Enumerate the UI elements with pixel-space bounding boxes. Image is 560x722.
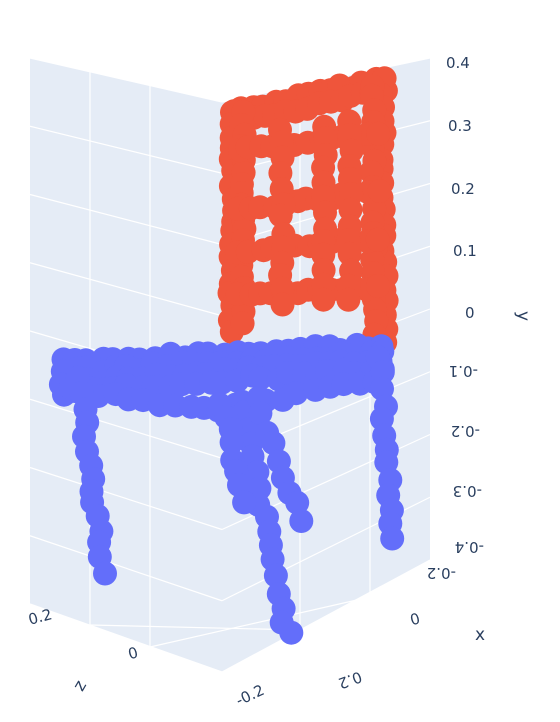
x-tick-label: -0.2 — [427, 564, 456, 582]
data-points — [48, 66, 405, 645]
seat-leg-point — [285, 490, 310, 515]
seat-leg-point — [289, 509, 314, 533]
x-tick-label: 0.2 — [336, 667, 365, 692]
z-axis-title: z — [69, 677, 91, 695]
backrest-point — [365, 227, 390, 252]
grid-line — [29, 535, 223, 602]
y-tick-label: -0.4 — [455, 538, 484, 556]
backrest-point — [270, 292, 295, 317]
backrest-point — [367, 179, 392, 203]
seat-leg-point — [263, 563, 288, 588]
backrest-point — [366, 274, 390, 298]
grid-line — [29, 125, 223, 174]
backrest-point — [311, 287, 336, 312]
grid-line — [29, 262, 223, 317]
seat-leg-point — [219, 430, 244, 455]
seat-leg-point — [380, 526, 405, 551]
y-tick-label: -0.1 — [449, 362, 478, 380]
grid-line — [29, 398, 223, 459]
backrest-point — [336, 287, 361, 312]
x-axis-title: x — [475, 625, 485, 645]
seat-leg-point — [284, 381, 309, 406]
z-tick-label: 0 — [126, 643, 140, 663]
seat-leg-point — [232, 490, 257, 515]
seat-leg-point — [279, 620, 304, 645]
seat-leg-point — [248, 401, 273, 426]
z-tick-label: 0.2 — [26, 605, 54, 629]
backrest-point — [366, 121, 391, 146]
backrest-point — [338, 197, 363, 222]
grid-line — [221, 559, 431, 673]
y-tick-label: -0.3 — [453, 482, 482, 500]
y-tick-label: 0.1 — [453, 242, 477, 260]
grid-line — [89, 624, 301, 631]
seat-leg-point — [93, 561, 117, 586]
z-tick-label: -0.2 — [233, 681, 267, 710]
x-tick-label: 0 — [408, 609, 422, 629]
y-axis-title: y — [513, 311, 533, 321]
y-tick-label: 0 — [465, 304, 475, 322]
grid-line — [149, 596, 371, 648]
y-tick-label: 0.2 — [451, 180, 475, 198]
grid-line — [29, 466, 223, 531]
floor-pane — [30, 548, 430, 672]
grid-line — [29, 57, 223, 103]
backrest-point — [268, 203, 293, 228]
seat-leg-point — [261, 431, 286, 456]
y-tick-label: -0.2 — [451, 422, 480, 440]
y-tick-label: 0.4 — [446, 54, 470, 72]
backrest-point — [230, 311, 255, 336]
y-axis: 0.4 0.3 0.2 0.1 0 -0.1 -0.2 -0.3 -0.4 y — [446, 54, 533, 556]
grid-line — [29, 603, 223, 673]
grid-line — [29, 193, 223, 246]
backrest-point — [313, 126, 338, 151]
seat-leg-point — [248, 366, 273, 391]
y-tick-label: 0.3 — [448, 117, 472, 135]
